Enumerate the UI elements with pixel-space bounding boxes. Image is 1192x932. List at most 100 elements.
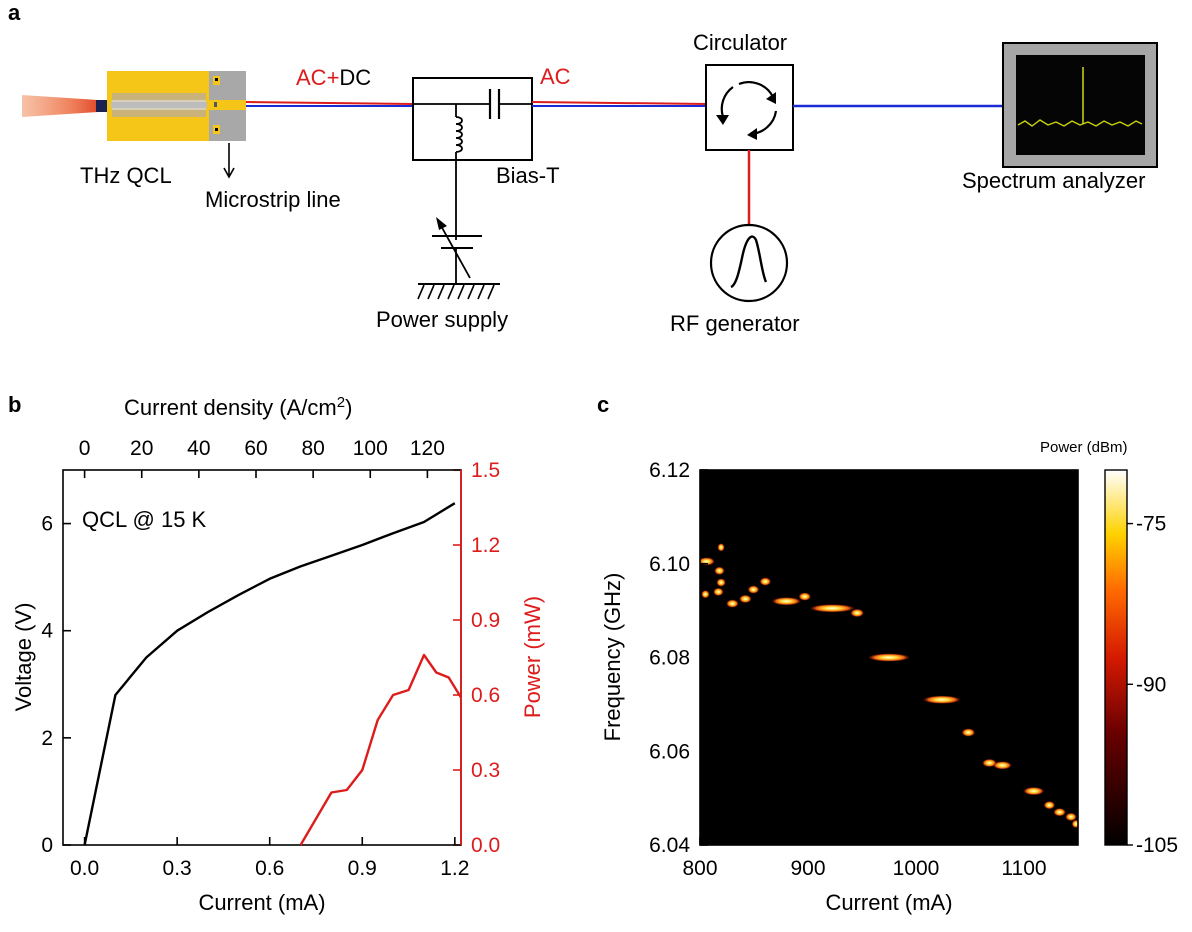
- c-x-axis-title: Current (mA): [825, 890, 952, 915]
- panel-b-series: [83, 502, 463, 846]
- heatmap-peak: [922, 695, 962, 704]
- b-right-tick-label: 1.5: [471, 459, 500, 482]
- b-left-tick-label: 4: [41, 620, 53, 643]
- c-x-tick-label: 1100: [1001, 857, 1046, 880]
- top-axis-title-main: Current density (A/cm: [124, 395, 337, 420]
- c-y-tick-label: 6.06: [649, 740, 690, 763]
- b-x-tick-label: 0.0: [70, 857, 99, 880]
- heatmap-peak: [1023, 786, 1045, 796]
- colorbar-tick-label: -75: [1136, 513, 1166, 536]
- b-x-tick-label: 0.3: [163, 857, 192, 880]
- bias-t: [412, 77, 533, 240]
- panel-a-schematic: a THz QCL Microstrip line AC+DC: [8, 0, 1158, 336]
- microstrip-label: Microstrip line: [205, 187, 341, 212]
- b-x-axis-title: Current (mA): [198, 890, 325, 915]
- qcl-chip: [107, 71, 209, 141]
- c-y-tick-label: 6.10: [649, 553, 690, 576]
- qcl-facet: [96, 100, 108, 112]
- b-top-tick-label: 20: [130, 437, 153, 460]
- colorbar-title: Power (dBm): [1040, 439, 1128, 456]
- c-y-tick-label: 6.08: [649, 647, 690, 670]
- b-left-tick-label: 6: [41, 513, 53, 536]
- ac-label: AC: [540, 64, 571, 89]
- heatmap-peak: [961, 728, 976, 737]
- rf-generator-label: RF generator: [670, 311, 800, 336]
- b-right-tick-label: 0.0: [471, 834, 500, 857]
- qcl-annotation: QCL @ 15 K: [82, 507, 207, 532]
- top-axis-title: Current density (A/cm2): [124, 394, 352, 420]
- bias-t-label: Bias-T: [496, 163, 560, 188]
- spectrum-analyzer: [1002, 42, 1158, 168]
- b-top-tick-label: 40: [187, 437, 210, 460]
- circulator-label: Circulator: [693, 30, 787, 55]
- heatmap-peak: [1071, 819, 1078, 829]
- heatmap-peak: [809, 604, 856, 613]
- colorbar-tick-label: -105: [1136, 834, 1178, 857]
- b-top-tick-label: 60: [244, 437, 267, 460]
- ac-line-red: [531, 101, 707, 105]
- b-x-tick-label: 1.2: [440, 857, 469, 880]
- panel-b-chart: b Current density (A/cm2) 0.0 0.3 0.6 0.9 1.…: [8, 392, 545, 915]
- colorbar: [1104, 469, 1128, 846]
- heatmap-peak: [714, 566, 725, 575]
- top-axis-title-sup: 2: [337, 394, 345, 411]
- panel-c-chart: c 800 900 1000 1100 6.04 6.06 6.08 6.10 6.12 Cur…: [597, 392, 1178, 915]
- heatmap-peak: [1053, 807, 1066, 817]
- colorbar-tick-label: -90: [1136, 673, 1166, 696]
- heatmap-peak: [1065, 812, 1077, 822]
- heatmap-peak: [771, 597, 802, 606]
- circulator: [705, 64, 794, 151]
- heatmap-peak: [726, 599, 739, 608]
- qcl-label: THz QCL: [80, 163, 172, 188]
- thz-beam: [22, 95, 98, 117]
- power-curve: [299, 653, 463, 846]
- c-y-tick-label: 6.12: [649, 459, 690, 482]
- heatmap-peak: [850, 608, 864, 618]
- power-supply-symbol: [417, 217, 500, 300]
- heatmap-peak: [867, 653, 911, 662]
- c-x-tick-label: 1000: [893, 857, 940, 880]
- b-right-axis-title: Power (mW): [520, 596, 545, 718]
- heatmap-peaks: [700, 543, 1078, 829]
- b-top-tick-label: 80: [301, 437, 324, 460]
- b-top-tick-label: 100: [353, 437, 388, 460]
- panel-a-label: a: [8, 0, 21, 25]
- colorbar-ticks: -75 -90 -105: [1127, 513, 1178, 857]
- rf-generator-symbol: [709, 223, 789, 303]
- top-axis-title-close: ): [345, 395, 352, 420]
- heatmap-peak: [739, 594, 752, 604]
- heatmap-peak: [717, 543, 725, 552]
- acdc-line-red: [245, 101, 413, 105]
- spectrum-analyzer-label: Spectrum analyzer: [962, 168, 1145, 193]
- c-y-tick-label: 6.04: [649, 834, 690, 857]
- b-right-tick-label: 0.9: [471, 609, 500, 632]
- c-y-axis-title: Frequency (GHz): [600, 573, 625, 742]
- b-x-tick-label: 0.6: [255, 857, 284, 880]
- b-top-tick-label: 0: [79, 437, 91, 460]
- acdc-label-plus: +: [327, 65, 340, 90]
- power-supply-label: Power supply: [376, 307, 508, 332]
- microstrip-arrow-head: [223, 167, 235, 179]
- acdc-label-ac: AC: [296, 65, 327, 90]
- acdc-label: AC+DC: [296, 65, 371, 90]
- b-right-tick-label: 0.6: [471, 684, 500, 707]
- b-right-tick-label: 1.2: [471, 534, 500, 557]
- b-right-tick-label: 0.3: [471, 759, 500, 782]
- b-left-axis-title: Voltage (V): [11, 603, 36, 712]
- heatmap-peak: [1043, 800, 1056, 810]
- c-x-tick-label: 800: [682, 857, 717, 880]
- panel-b-label: b: [8, 392, 21, 417]
- heatmap-peak: [716, 578, 726, 587]
- heatmap-peak: [759, 577, 772, 586]
- heatmap-peak: [747, 585, 760, 594]
- microstrip-substrate: [209, 71, 246, 141]
- heatmap-peak: [992, 761, 1012, 770]
- panel-c-axes: 800 900 1000 1100 6.04 6.06 6.08 6.10 6.12: [649, 459, 1046, 880]
- c-x-tick-label: 900: [790, 857, 825, 880]
- heatmap-peak: [713, 587, 724, 597]
- acdc-label-dc: DC: [339, 65, 371, 90]
- panel-b-axes: 0.0 0.3 0.6 0.9 1.2 0 20 40 60 80 100 120 0 2 4 6 0.0 0.3…: [41, 437, 500, 880]
- panel-c-label: c: [597, 392, 609, 417]
- heatmap-peak: [701, 590, 710, 599]
